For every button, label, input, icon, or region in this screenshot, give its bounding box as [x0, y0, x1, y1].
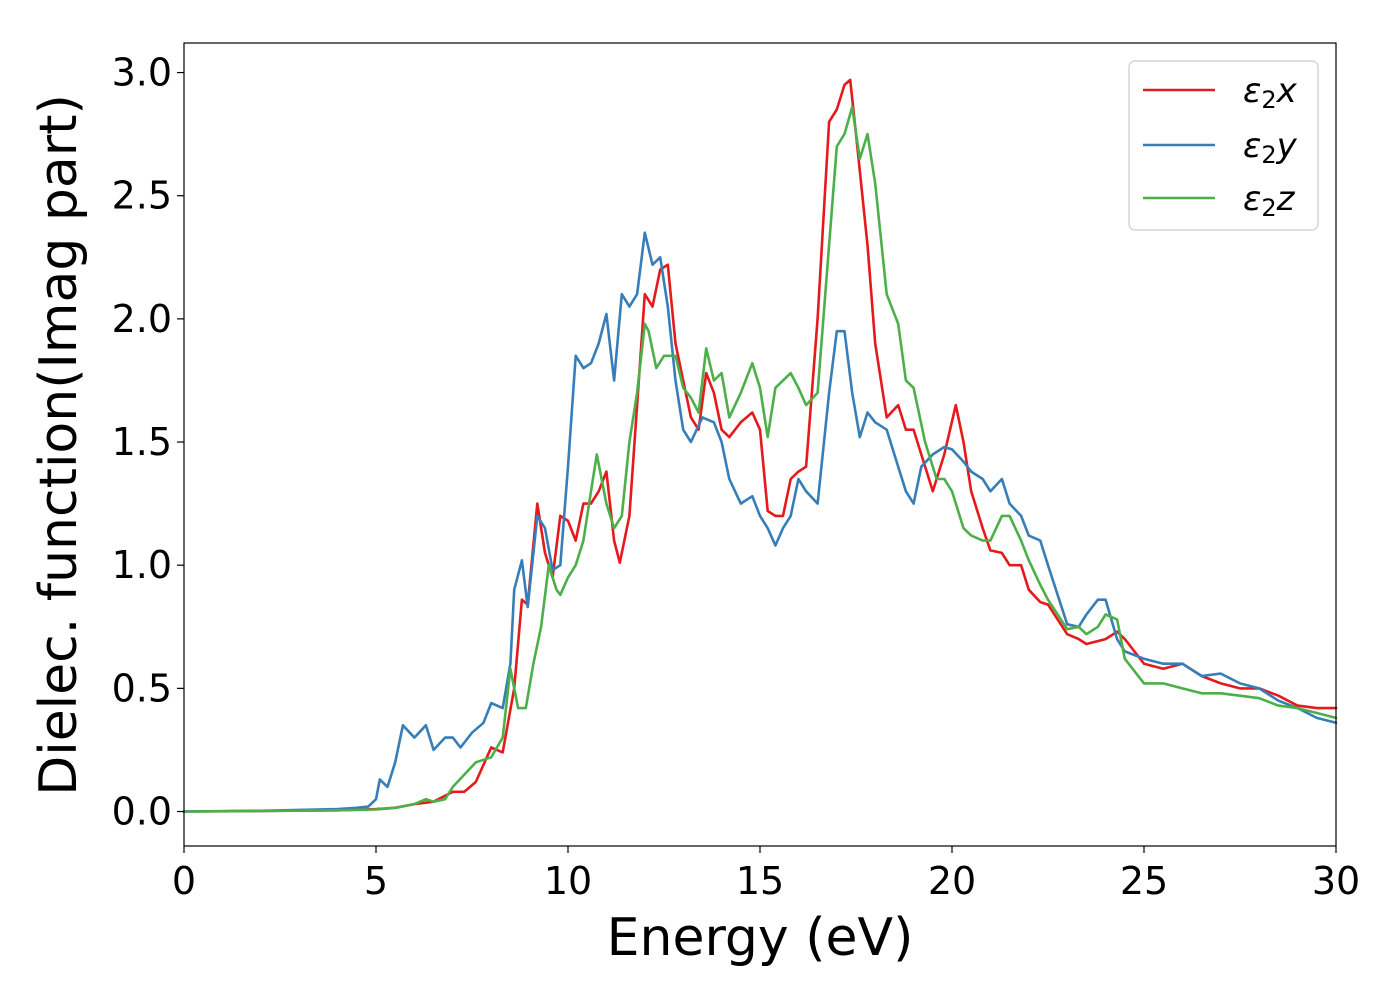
y-tick-label: 2.0 — [112, 297, 172, 341]
legend: ε2x ε2y ε2z — [1128, 60, 1319, 231]
x-tick-label: 15 — [736, 859, 784, 903]
y-axis: 0.0 0.5 1.0 1.5 2.0 2.5 3.0 — [112, 51, 184, 834]
y-tick-label: 1.0 — [112, 543, 172, 587]
y-tick-label: 2.5 — [112, 174, 172, 218]
x-axis: 0 5 10 15 20 25 30 — [172, 846, 1360, 903]
y-tick-label: 0.5 — [112, 666, 172, 710]
y-tick-label: 3.0 — [112, 51, 172, 95]
legend-label-x: ε2x — [1243, 71, 1298, 114]
series-line-z — [182, 105, 1338, 813]
x-tick-label: 30 — [1312, 859, 1360, 903]
legend-label-y: ε2y — [1243, 126, 1298, 169]
y-axis-label: Dielec. function(Imag part) — [29, 94, 89, 796]
series-layer — [182, 78, 1338, 813]
x-tick-label: 20 — [928, 859, 976, 903]
legend-label-z: ε2z — [1243, 179, 1296, 222]
y-tick-label: 0.0 — [112, 790, 172, 834]
x-tick-label: 25 — [1120, 859, 1168, 903]
x-axis-label: Energy (eV) — [607, 908, 914, 968]
x-tick-label: 5 — [364, 859, 388, 903]
x-tick-label: 0 — [172, 859, 196, 903]
x-tick-label: 10 — [544, 859, 592, 903]
legend-box — [1128, 60, 1319, 231]
series-line-x — [182, 78, 1338, 813]
series-line-y — [182, 231, 1338, 813]
y-tick-label: 1.5 — [112, 420, 172, 464]
